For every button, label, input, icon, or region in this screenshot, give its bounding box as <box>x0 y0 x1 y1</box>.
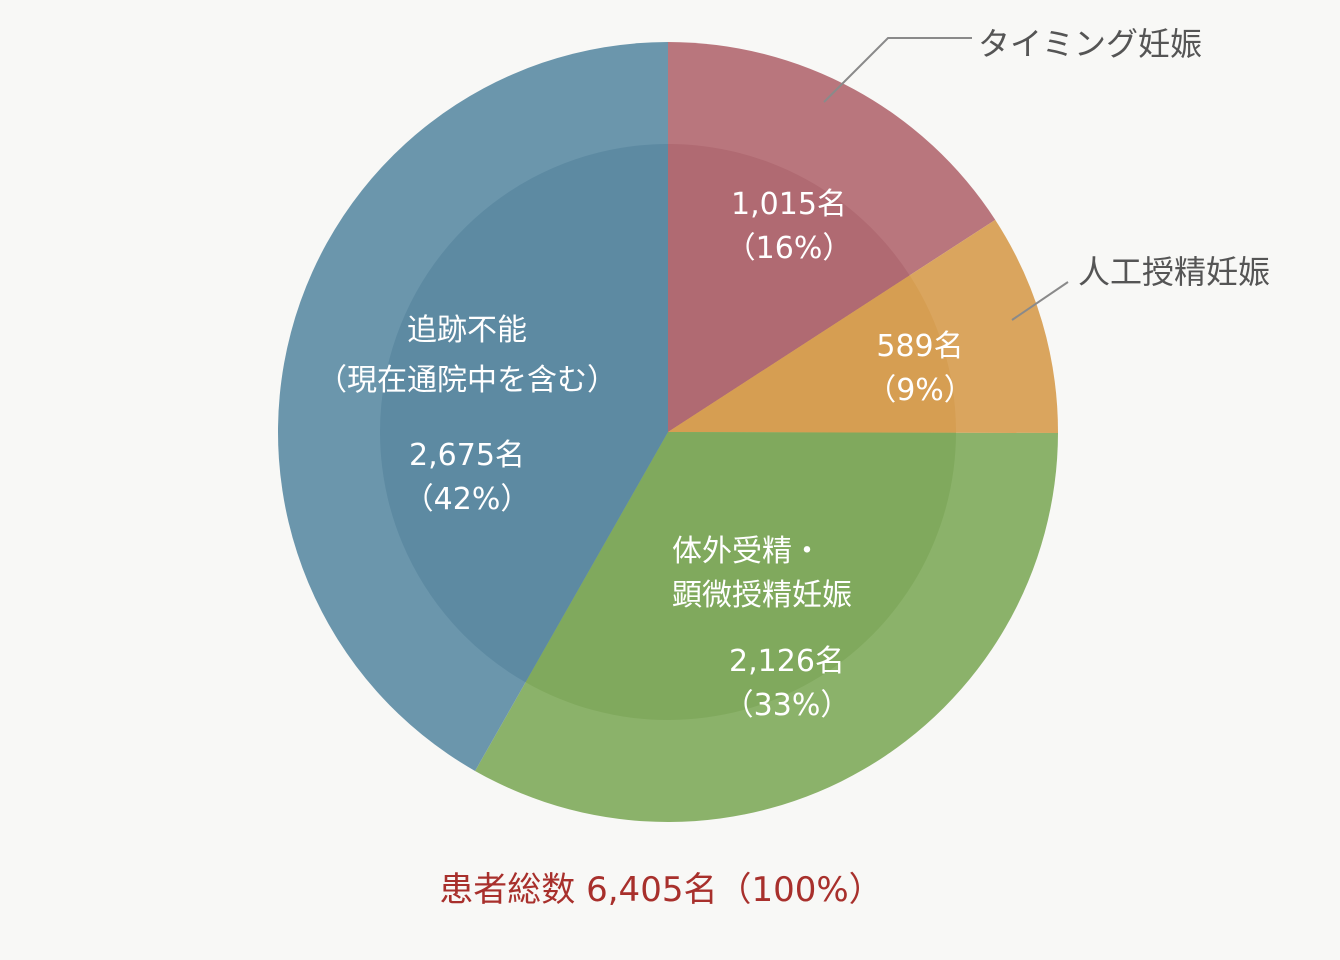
slice-percent-ivf: （33%） <box>724 688 851 723</box>
slice-label-insemination: 人工授精妊娠 <box>1078 253 1270 291</box>
slice-percent-lost: （42%） <box>404 482 531 517</box>
pie-slice-inner-lost <box>380 144 668 683</box>
slice-percent-timing: （16%） <box>726 231 853 266</box>
slice-label-lost-line1: 追跡不能 <box>407 313 527 348</box>
pie-slice-inner-ivf <box>525 432 956 720</box>
slice-count-ivf: 2,126名 <box>729 644 845 679</box>
slice-count-timing: 1,015名 <box>731 187 847 222</box>
pie-chart: タイミング妊娠 1,015名 （16%） 人工授精妊娠 589名 （9%） 体外… <box>277 25 1270 823</box>
leader-line-insemination <box>1011 281 1069 321</box>
slice-label-timing: タイミング妊娠 <box>978 25 1202 63</box>
slice-label-ivf-line1: 体外受精・ <box>672 534 822 569</box>
pie-slice-inner-insemination <box>668 275 957 433</box>
leader-line-timing <box>823 37 972 103</box>
pie-slice-inner-timing <box>668 144 910 432</box>
slice-count-lost: 2,675名 <box>409 438 525 473</box>
slice-count-insemination: 589名 <box>876 329 963 364</box>
slice-percent-insemination: （9%） <box>866 373 974 408</box>
patient-total: 患者総数 6,405名（100%） <box>439 870 883 910</box>
slice-label-lost-line2: （現在通院中を含む） <box>317 363 617 398</box>
slice-label-ivf-line2: 顕微授精妊娠 <box>672 578 852 613</box>
